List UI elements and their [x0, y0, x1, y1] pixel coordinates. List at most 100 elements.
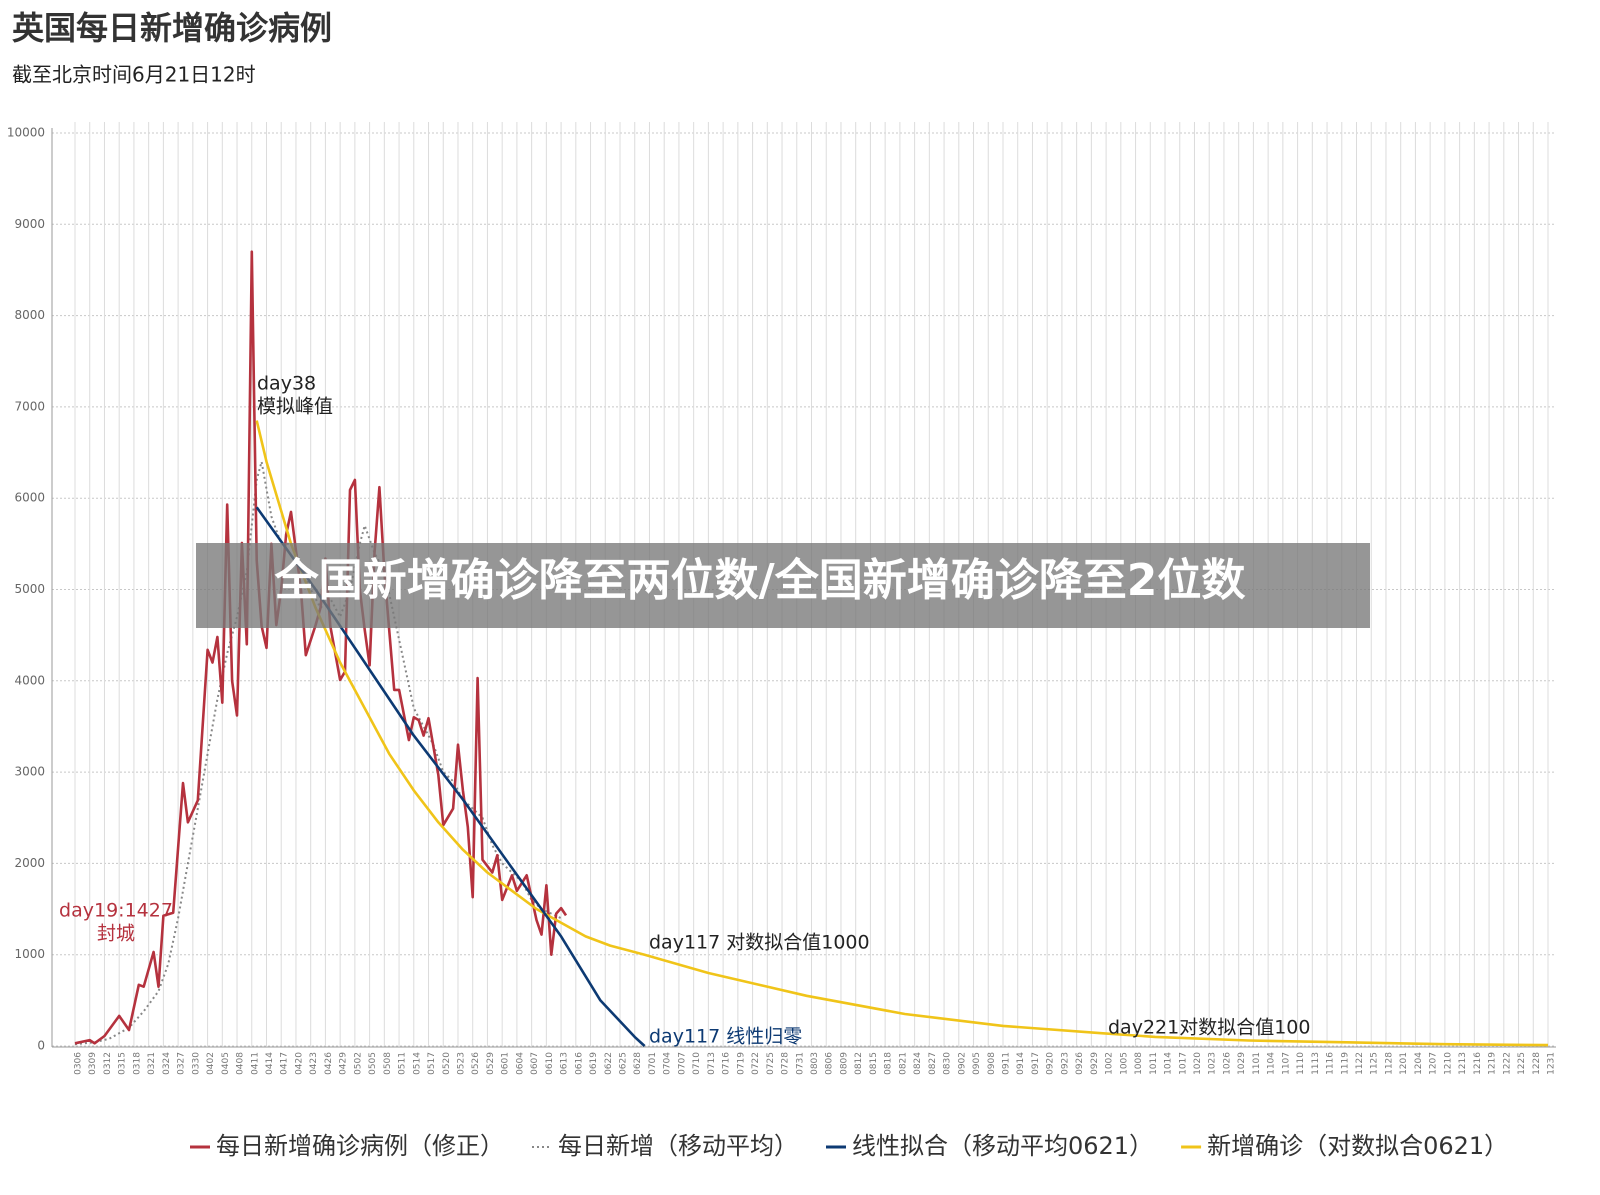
- x-tick-label: 0411: [250, 1052, 260, 1075]
- x-tick-label: 0809: [839, 1052, 849, 1075]
- y-tick-label: 6000: [14, 491, 45, 505]
- x-tick-label: 1225: [1517, 1052, 1527, 1075]
- annotations: day38 模拟峰值 day19:1427 封城 day117 对数拟合值100…: [59, 373, 1310, 1048]
- x-tick-label: 1029: [1237, 1052, 1247, 1075]
- x-tick-label: 1110: [1296, 1052, 1306, 1075]
- chart-subtitle: 截至北京时间6月21日12时: [12, 63, 256, 87]
- y-tick-label: 9000: [14, 217, 45, 231]
- x-tick-label: 1119: [1340, 1052, 1350, 1075]
- x-tick-label: 0601: [501, 1052, 511, 1075]
- x-tick-label: 0426: [324, 1052, 334, 1075]
- x-tick-label: 0604: [515, 1052, 525, 1075]
- x-tick-label: 0423: [309, 1052, 319, 1075]
- x-tick-label: 0505: [368, 1052, 378, 1075]
- x-tick-label: 1204: [1414, 1052, 1424, 1075]
- x-tick-label: 0330: [191, 1052, 201, 1075]
- x-tick-label: 1228: [1532, 1052, 1542, 1075]
- x-tick-label: 0707: [677, 1052, 687, 1075]
- x-tick-label: 0815: [869, 1052, 879, 1075]
- x-tick-label: 1210: [1443, 1052, 1453, 1075]
- x-tick-label: 1219: [1488, 1052, 1498, 1075]
- x-tick-label: 0613: [560, 1052, 570, 1075]
- x-tick-label: 1011: [1149, 1052, 1159, 1075]
- x-tick-label: 0806: [825, 1052, 835, 1075]
- y-tick-label: 3000: [14, 765, 45, 779]
- y-tick-label: 5000: [14, 582, 45, 596]
- x-tick-label: 0929: [1090, 1052, 1100, 1075]
- y-tick-label: 0: [37, 1039, 45, 1053]
- x-tick-label: 0321: [147, 1052, 157, 1075]
- x-tick-label: 0315: [118, 1052, 128, 1075]
- x-tick-label: 1216: [1473, 1052, 1483, 1075]
- legend-label: 每日新增确诊病例（修正）: [216, 1132, 504, 1160]
- x-tick-label: 1125: [1370, 1052, 1380, 1075]
- x-tick-label: 0520: [442, 1052, 452, 1075]
- x-tick-label: 0923: [1060, 1052, 1070, 1075]
- x-tick-label: 0511: [398, 1052, 408, 1075]
- x-tick-label: 1017: [1178, 1052, 1188, 1075]
- chart-title: 英国每日新增确诊病例: [12, 9, 332, 47]
- x-tick-label: 1213: [1458, 1052, 1468, 1075]
- x-tick-label: 0402: [206, 1052, 216, 1075]
- x-tick-label: 0318: [132, 1052, 142, 1075]
- x-tick-label: 1201: [1399, 1052, 1409, 1075]
- legend-label: 每日新增（移动平均）: [558, 1132, 798, 1160]
- y-tick-label: 8000: [14, 308, 45, 322]
- y-tick-label: 4000: [14, 673, 45, 687]
- y-tick-label: 2000: [14, 856, 45, 870]
- annotation: day221对数拟合值100: [1108, 1017, 1310, 1039]
- x-tick-label: 1116: [1326, 1052, 1336, 1075]
- overlay-text: 全国新增确诊降至两位数/全国新增确诊降至2位数: [274, 555, 1246, 606]
- x-tick-label: 1122: [1355, 1052, 1365, 1075]
- x-tick-label: 0616: [574, 1052, 584, 1075]
- x-tick-label: 0902: [957, 1052, 967, 1075]
- x-tick-label: 0514: [412, 1052, 422, 1075]
- x-tick-label: 1005: [1119, 1052, 1129, 1075]
- x-tick-label: 0830: [943, 1052, 953, 1075]
- x-tick-label: 0306: [74, 1052, 84, 1075]
- x-tick-label: 1231: [1547, 1052, 1557, 1075]
- x-tick-label: 0824: [913, 1052, 923, 1075]
- legend-label: 新增确诊（对数拟合0621）: [1207, 1132, 1508, 1160]
- x-tick-label: 0327: [177, 1052, 187, 1075]
- x-tick-label: 1104: [1267, 1052, 1277, 1075]
- x-tick-label: 0526: [471, 1052, 481, 1075]
- x-tick-label: 1008: [1134, 1052, 1144, 1075]
- y-tick-label: 7000: [14, 399, 45, 413]
- x-tick-label: 0812: [854, 1052, 864, 1075]
- x-tick-label: 0818: [884, 1052, 894, 1075]
- x-tick-label: 0625: [619, 1052, 629, 1075]
- x-tick-label: 0502: [353, 1052, 363, 1075]
- x-tick-label: 0713: [707, 1052, 717, 1075]
- y-tick-label: 10000: [7, 126, 45, 140]
- x-tick-label: 1107: [1281, 1052, 1291, 1075]
- x-tick-label: 1101: [1252, 1052, 1262, 1075]
- x-tick-label: 1128: [1384, 1052, 1394, 1075]
- series-group: [74, 250, 1549, 1047]
- x-tick-label: 0619: [589, 1052, 599, 1075]
- annotation: day38: [257, 373, 316, 395]
- x-tick-label: 0607: [530, 1052, 540, 1075]
- legend: 每日新增确诊病例（修正） 每日新增（移动平均） 线性拟合（移动平均0621） 新增确诊…: [190, 1132, 1508, 1160]
- x-tick-label: 1002: [1105, 1052, 1115, 1075]
- x-tick-label: 1020: [1193, 1052, 1203, 1075]
- x-tick-label: 0716: [722, 1052, 732, 1075]
- legend-label: 线性拟合（移动平均0621）: [852, 1132, 1153, 1160]
- x-tick-label: 1014: [1164, 1052, 1174, 1075]
- series-line: [255, 420, 1549, 1047]
- x-tick-label: 0914: [1016, 1052, 1026, 1075]
- x-tick-label: 0429: [339, 1052, 349, 1075]
- x-tick-label: 0408: [236, 1052, 246, 1075]
- x-tick-label: 0417: [280, 1052, 290, 1075]
- overlay-banner: [196, 543, 1370, 628]
- annotation: 模拟峰值: [257, 396, 333, 418]
- x-tick-label: 0517: [427, 1052, 437, 1075]
- x-tick-label: 1026: [1222, 1052, 1232, 1075]
- x-tick-label: 0731: [795, 1052, 805, 1075]
- x-tick-label: 0920: [1046, 1052, 1056, 1075]
- x-tick-label: 0704: [663, 1052, 673, 1075]
- annotation: day117 对数拟合值1000: [649, 932, 870, 954]
- x-tick-label: 0911: [1001, 1052, 1011, 1075]
- x-tick-label: 0508: [383, 1052, 393, 1075]
